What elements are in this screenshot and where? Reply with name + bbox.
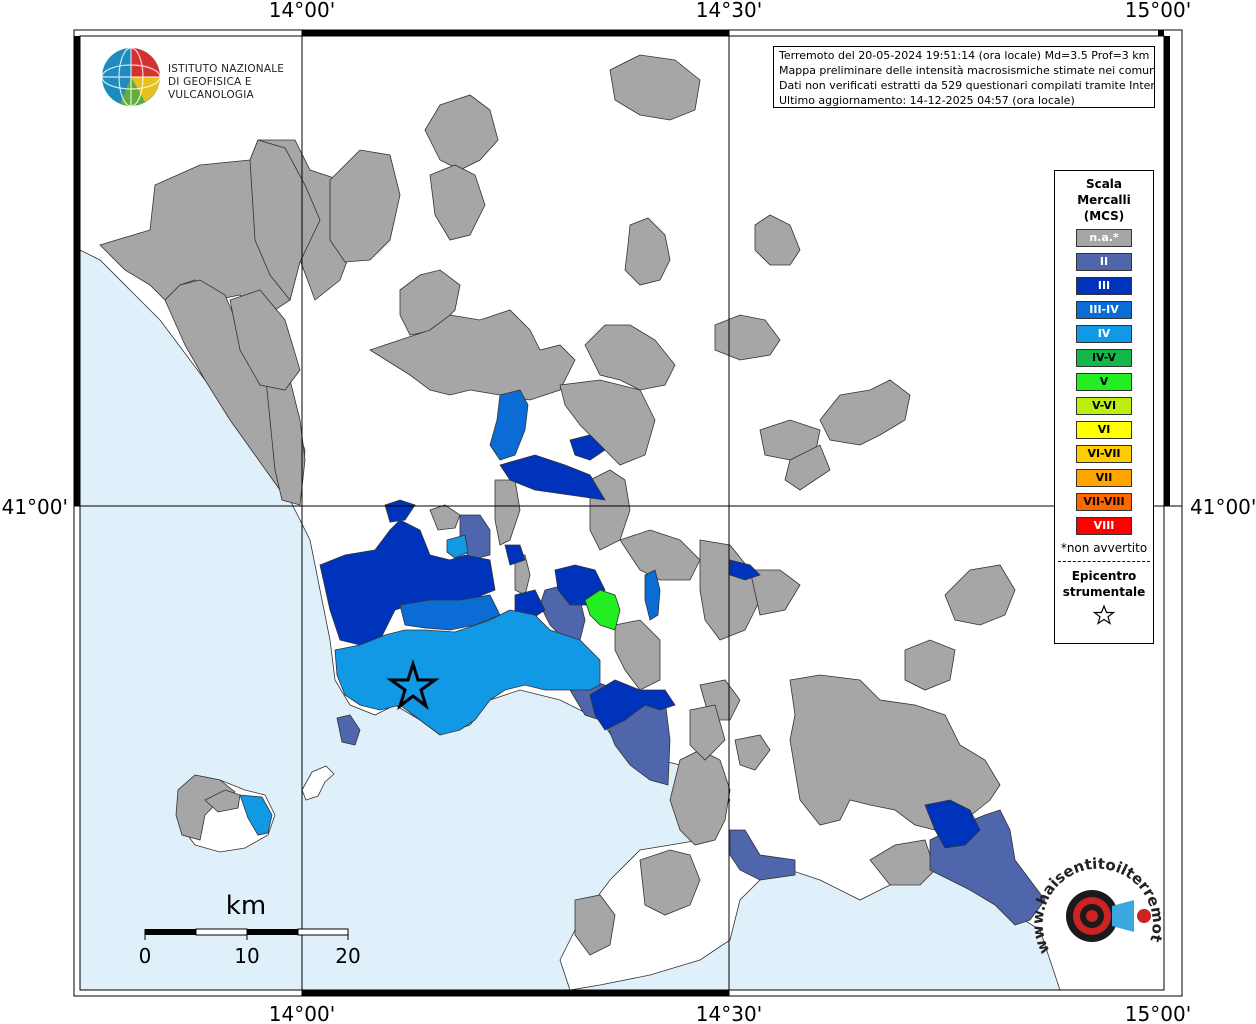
legend-item-iii-iv: III-IV	[1076, 301, 1132, 319]
lon-label-bottom-1: 14°00'	[269, 1002, 335, 1024]
legend-item-iv-v: IV-V	[1076, 349, 1132, 367]
legend-item-viii: VIII	[1076, 517, 1132, 535]
legend-epicenter-1: Epicentro	[1071, 569, 1137, 583]
globe-icon	[101, 47, 161, 107]
legend-item-iv: IV	[1076, 325, 1132, 343]
logo-name-line1: ISTITUTO NAZIONALE	[168, 63, 285, 75]
legend-item-n-a: n.a.*	[1076, 229, 1132, 247]
scale-tick-10: 10	[234, 944, 259, 968]
ischia-grey-2	[204, 789, 241, 813]
lon-label-bottom-3: 15°00'	[1125, 1002, 1191, 1024]
legend-epicenter-2: strumentale	[1062, 585, 1146, 599]
scale-tick-20: 20	[335, 944, 360, 968]
legend-note: *non avvertito	[1060, 541, 1148, 555]
legend-title-1: Scala	[1085, 177, 1123, 191]
legend-item-iii: III	[1076, 277, 1132, 295]
epicenter-star-icon	[386, 658, 440, 711]
legend-item-vi: VI	[1076, 421, 1132, 439]
municipalities-not-felt	[99, 54, 1016, 956]
lat-label-right: 41°00'	[1190, 495, 1256, 519]
info-line-2: Mappa preliminare delle intensità macros…	[779, 64, 1155, 77]
event-info-box: Terremoto del 20-05-2024 19:51:14 (ora l…	[773, 46, 1155, 108]
legend-item-vi-vii: VI-VII	[1076, 445, 1132, 463]
info-line-4: Ultimo aggiornamento: 14-12-2025 04:57 (…	[779, 94, 1075, 107]
scale-bar: km 0 10 20	[139, 891, 361, 968]
scale-unit: km	[226, 891, 266, 921]
legend-item-v-vi: V-VI	[1076, 397, 1132, 415]
municipalities-intensity-iii-iv	[399, 389, 661, 631]
municipalities-intensity-v	[584, 589, 621, 631]
info-line-3: Dati non verificati estratti da 529 ques…	[779, 79, 1155, 92]
lon-label-bottom-2: 14°30'	[696, 1002, 762, 1024]
scale-tick-0: 0	[139, 944, 152, 968]
mcs-legend: Scala Mercalli (MCS) n.a.* II III III-IV IV I…	[1054, 170, 1154, 644]
legend-item-vii-viii: VII-VIII	[1076, 493, 1132, 511]
lon-label-top-3: 15°00'	[1125, 0, 1191, 22]
ischia-grey	[175, 774, 236, 841]
legend-divider	[1058, 561, 1150, 562]
map-frame	[73, 29, 1183, 997]
legend-item-ii: II	[1076, 253, 1132, 271]
legend-item-vii: VII	[1076, 469, 1132, 487]
lon-label-top-2: 14°30'	[696, 0, 762, 22]
lat-label-left: 41°00'	[2, 495, 68, 519]
legend-title-2: Mercalli	[1077, 193, 1131, 207]
graticule	[74, 30, 1182, 996]
legend-star-icon	[1055, 604, 1153, 630]
lon-label-top-1: 14°00'	[269, 0, 335, 22]
ischia-iv	[239, 794, 273, 836]
legend-title-3: (MCS)	[1083, 209, 1125, 223]
ingv-logo: ISTITUTO NAZIONALE DI GEOFISICA E VULCAN…	[100, 46, 330, 110]
procida-island	[301, 765, 335, 801]
info-line-1: Terremoto del 20-05-2024 19:51:14 (ora l…	[779, 49, 1150, 62]
logo-name-line2: DI GEOFISICA E VULCANOLOGIA	[168, 76, 254, 101]
haisentito-logo: www.haisentitoilterremoto.it	[1025, 832, 1170, 986]
legend-item-v: V	[1076, 373, 1132, 391]
legend-items: n.a.* II III III-IV IV IV-V V V-VI VI VI-VII VII VI…	[1055, 229, 1153, 535]
